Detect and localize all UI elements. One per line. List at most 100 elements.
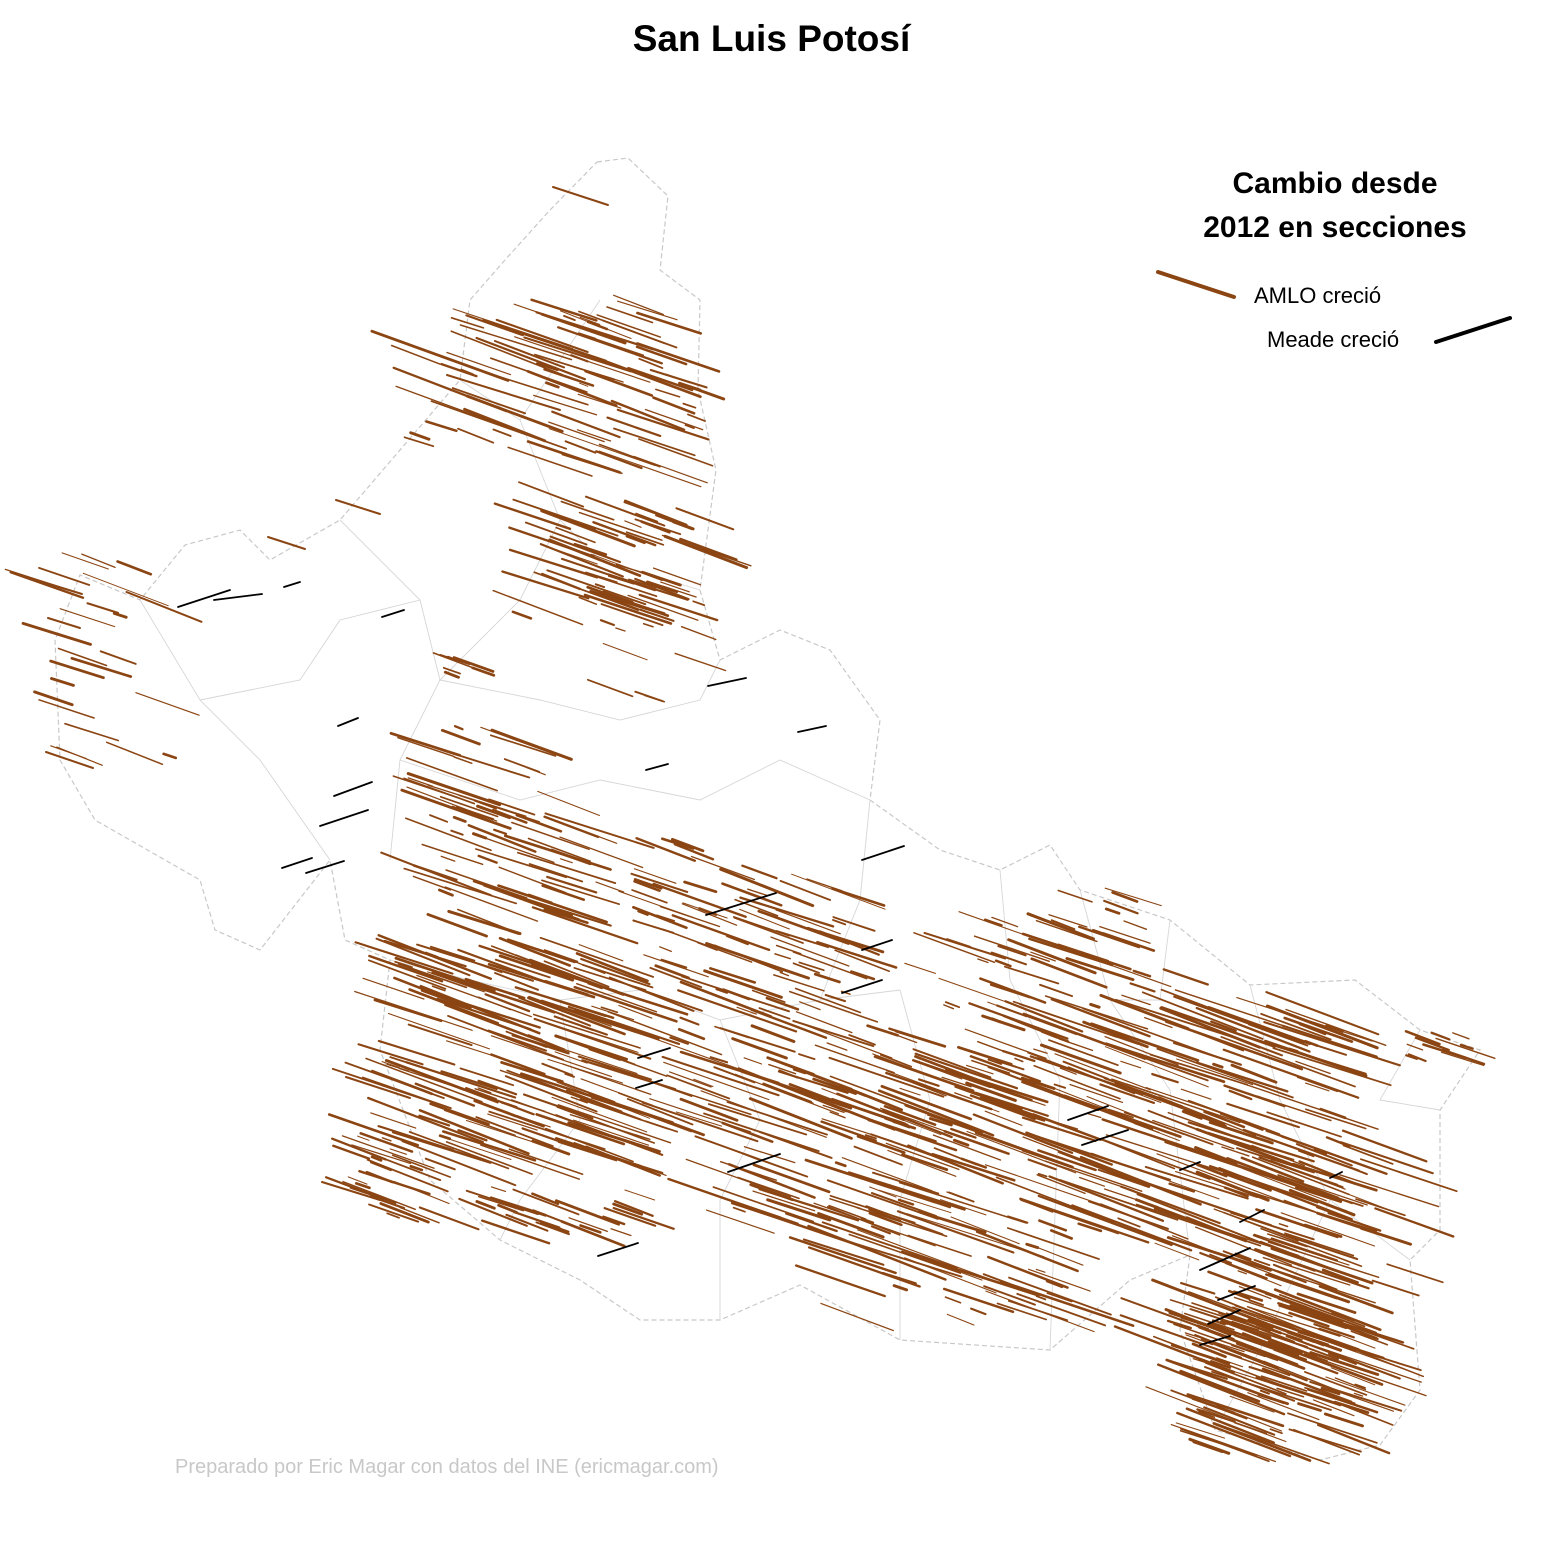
amlo-arrow: [1386, 1263, 1444, 1284]
amlo-arrow: [454, 999, 541, 1029]
amlo-arrow: [829, 1194, 916, 1224]
amlo-arrow: [944, 1296, 962, 1304]
amlo-arrow: [564, 1072, 575, 1078]
amlo-arrow: [1144, 1016, 1173, 1029]
amlo-arrow: [775, 909, 841, 935]
amlo-arrow: [493, 502, 572, 530]
amlo-arrow: [1276, 1387, 1305, 1398]
amlo-arrow: [1019, 1003, 1139, 1045]
amlo-arrow: [506, 938, 576, 964]
amlo-arrow: [1046, 1292, 1073, 1303]
amlo-arrow: [1057, 1150, 1151, 1188]
amlo-arrow: [1223, 1186, 1249, 1198]
amlo-arrow: [994, 959, 1012, 968]
amlo-arrow: [1168, 1182, 1196, 1193]
amlo-arrow: [820, 1120, 877, 1143]
amlo-arrow: [327, 1113, 420, 1147]
amlo-arrow: [492, 428, 512, 437]
amlo-arrow: [671, 914, 771, 952]
amlo-arrow: [870, 1133, 943, 1160]
amlo-arrow: [984, 1164, 1108, 1208]
amlo-arrow: [376, 948, 406, 960]
amlo-arrow: [652, 882, 747, 918]
amlo-arrow: [960, 1157, 988, 1169]
amlo-arrow: [1328, 1352, 1357, 1365]
amlo-arrow: [579, 333, 645, 357]
amlo-arrow: [898, 1181, 1028, 1224]
amlo-arrow: [1225, 1312, 1271, 1330]
amlo-arrow: [1283, 1199, 1316, 1213]
amlo-arrow: [997, 944, 1027, 957]
amlo-arrow: [425, 420, 458, 433]
amlo-arrow: [1156, 1047, 1294, 1099]
amlo-arrow: [977, 958, 989, 964]
amlo-arrow: [567, 1121, 661, 1153]
amlo-arrow: [522, 1093, 594, 1120]
amlo-arrow: [663, 1061, 770, 1101]
amlo-arrow: [1020, 1076, 1056, 1090]
amlo-arrow: [877, 1089, 995, 1137]
amlo-arrow: [511, 610, 533, 620]
amlo-arrow: [1132, 969, 1152, 978]
amlo-arrow: [950, 1216, 1020, 1245]
amlo-arrow: [633, 455, 708, 484]
legend-title-line2: 2012 en secciones: [1203, 211, 1467, 244]
amlo-arrow: [1028, 937, 1114, 967]
amlo-arrow: [1039, 983, 1074, 998]
amlo-arrow: [826, 1042, 848, 1051]
amlo-arrow: [831, 887, 886, 907]
amlo-arrow: [513, 1211, 561, 1229]
amlo-arrow: [570, 1119, 586, 1127]
amlo-arrow: [1048, 1039, 1119, 1067]
amlo-arrow: [596, 835, 618, 844]
amlo-arrow: [814, 1044, 895, 1074]
amlo-arrow: [1232, 1290, 1264, 1302]
amlo-arrow: [741, 864, 778, 880]
amlo-arrow: [1259, 1264, 1376, 1304]
amlo-arrow: [392, 366, 508, 413]
amlo-arrow: [587, 981, 604, 990]
amlo-arrow: [1200, 1337, 1308, 1382]
amlo-arrow: [453, 756, 473, 765]
amlo-arrow: [459, 324, 573, 361]
amlo-arrow: [907, 1234, 972, 1257]
amlo-arrow: [870, 1225, 892, 1235]
amlo-arrow: [847, 1171, 966, 1211]
amlo-arrow: [1134, 1198, 1248, 1243]
amlo-arrow: [1263, 1021, 1401, 1067]
amlo-arrow: [642, 622, 654, 628]
amlo-arrow: [946, 1313, 975, 1326]
amlo-arrow: [568, 1217, 608, 1233]
amlo-arrow: [816, 940, 898, 969]
amlo-arrow: [539, 936, 654, 978]
amlo-arrow: [612, 989, 689, 1016]
amlo-arrow: [1360, 1158, 1458, 1193]
amlo-arrow: [906, 1213, 1045, 1258]
amlo-arrow: [570, 1096, 588, 1104]
amlo-arrow: [1267, 1340, 1384, 1386]
amlo-arrow: [1089, 1002, 1101, 1009]
amlo-arrow: [535, 1221, 570, 1236]
credit-text: Preparado por Eric Magar con datos del I…: [175, 1456, 719, 1478]
amlo-arrow: [1371, 1279, 1420, 1297]
amlo-arrow: [734, 898, 779, 917]
amlo-arrow: [559, 858, 573, 864]
amlo-arrow: [418, 1109, 530, 1155]
amlo-arrow: [493, 828, 508, 835]
amlo-arrow: [736, 1006, 757, 1015]
amlo-arrow: [638, 438, 714, 467]
amlo-arrow: [798, 961, 825, 972]
meade-arrow: [381, 609, 405, 618]
amlo-arrow: [1129, 982, 1156, 993]
amlo-arrow: [1087, 1113, 1102, 1119]
amlo-arrow: [349, 1186, 397, 1204]
meade-arrow: [635, 1079, 663, 1089]
amlo-arrow: [950, 1127, 977, 1139]
amlo-arrow: [477, 854, 498, 864]
amlo-arrow: [1019, 1197, 1150, 1244]
amlo-arrow: [1040, 1031, 1058, 1039]
amlo-arrow: [518, 996, 591, 1027]
amlo-arrow: [792, 951, 868, 980]
amlo-arrow: [643, 954, 709, 978]
